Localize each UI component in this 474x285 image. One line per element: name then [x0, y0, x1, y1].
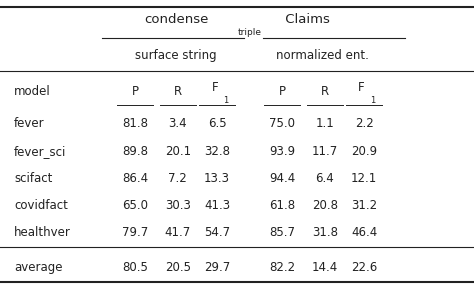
Text: 85.7: 85.7 — [269, 226, 295, 239]
Text: normalized ent.: normalized ent. — [276, 49, 369, 62]
Text: 94.4: 94.4 — [269, 172, 295, 185]
Text: 46.4: 46.4 — [351, 226, 377, 239]
Text: F: F — [358, 81, 365, 94]
Text: 41.7: 41.7 — [164, 226, 191, 239]
Text: fever: fever — [14, 117, 45, 131]
Text: 86.4: 86.4 — [122, 172, 148, 185]
Text: P: P — [279, 85, 285, 98]
Text: R: R — [320, 85, 329, 98]
Text: surface string: surface string — [135, 49, 216, 62]
Text: model: model — [14, 85, 51, 98]
Text: 13.3: 13.3 — [204, 172, 230, 185]
Text: 81.8: 81.8 — [122, 117, 148, 131]
Text: 89.8: 89.8 — [122, 144, 148, 158]
Text: triple: triple — [238, 28, 262, 37]
Text: 20.9: 20.9 — [351, 144, 377, 158]
Text: 3.4: 3.4 — [168, 117, 187, 131]
Text: 29.7: 29.7 — [204, 261, 230, 274]
Text: 93.9: 93.9 — [269, 144, 295, 158]
Text: 20.5: 20.5 — [165, 261, 191, 274]
Text: covidfact: covidfact — [14, 199, 68, 212]
Text: 79.7: 79.7 — [122, 226, 148, 239]
Text: Claims: Claims — [281, 13, 329, 26]
Text: 65.0: 65.0 — [122, 199, 148, 212]
Text: 1.1: 1.1 — [315, 117, 334, 131]
Text: 20.8: 20.8 — [312, 199, 337, 212]
Text: 30.3: 30.3 — [165, 199, 191, 212]
Text: 11.7: 11.7 — [311, 144, 338, 158]
Text: R: R — [173, 85, 182, 98]
Text: 20.1: 20.1 — [164, 144, 191, 158]
Text: 1: 1 — [223, 96, 228, 105]
Text: 1: 1 — [370, 96, 375, 105]
Text: condense: condense — [145, 13, 209, 26]
Text: 6.5: 6.5 — [208, 117, 227, 131]
Text: 82.2: 82.2 — [269, 261, 295, 274]
Text: 80.5: 80.5 — [122, 261, 148, 274]
Text: P: P — [132, 85, 138, 98]
Text: 22.6: 22.6 — [351, 261, 377, 274]
Text: 41.3: 41.3 — [204, 199, 230, 212]
Text: F: F — [211, 81, 218, 94]
Text: 75.0: 75.0 — [269, 117, 295, 131]
Text: scifact: scifact — [14, 172, 53, 185]
Text: fever_sci: fever_sci — [14, 144, 66, 158]
Text: 31.2: 31.2 — [351, 199, 377, 212]
Text: 6.4: 6.4 — [315, 172, 334, 185]
Text: 61.8: 61.8 — [269, 199, 295, 212]
Text: healthver: healthver — [14, 226, 71, 239]
Text: 54.7: 54.7 — [204, 226, 230, 239]
Text: 2.2: 2.2 — [355, 117, 374, 131]
Text: 12.1: 12.1 — [351, 172, 377, 185]
Text: 31.8: 31.8 — [312, 226, 337, 239]
Text: 14.4: 14.4 — [311, 261, 338, 274]
Text: average: average — [14, 261, 63, 274]
Text: 32.8: 32.8 — [204, 144, 230, 158]
Text: 7.2: 7.2 — [168, 172, 187, 185]
